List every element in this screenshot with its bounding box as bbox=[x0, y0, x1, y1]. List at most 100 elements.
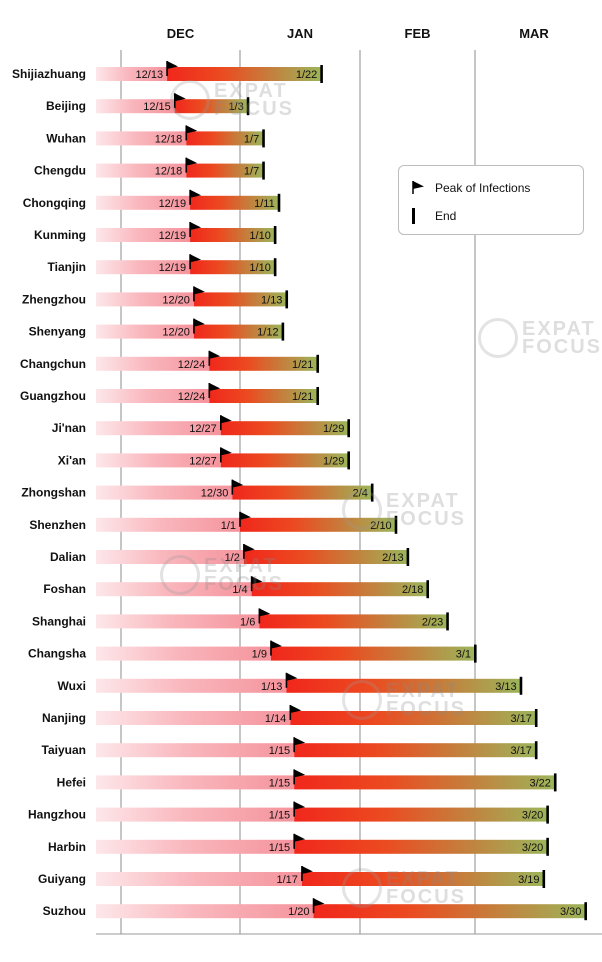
peak-flag-icon bbox=[209, 350, 221, 359]
pre-peak-bar bbox=[96, 228, 191, 242]
pre-peak-bar bbox=[96, 163, 187, 178]
peak-date-label: 1/15 bbox=[269, 777, 290, 789]
end-marker bbox=[534, 741, 538, 760]
peak-flag-icon bbox=[190, 254, 202, 263]
end-date-label: 3/17 bbox=[510, 713, 531, 725]
chart-row: Shijiazhuang 12/13 1/22 bbox=[12, 61, 323, 83]
peak-flag-icon bbox=[209, 383, 221, 391]
pre-peak-bar bbox=[96, 904, 314, 919]
pre-peak-bar bbox=[96, 356, 210, 371]
pre-peak-bar bbox=[96, 743, 295, 758]
chart-row: Changsha 1/9 3/1 bbox=[28, 640, 477, 663]
city-label: Kunming bbox=[34, 228, 86, 242]
month-label: JAN bbox=[287, 26, 313, 41]
end-marker bbox=[584, 902, 587, 921]
legend-end-label: End bbox=[435, 209, 457, 223]
city-label: Nanjing bbox=[42, 711, 86, 725]
city-label: Shijiazhuang bbox=[12, 67, 86, 81]
peak-date-label: 12/13 bbox=[136, 69, 164, 81]
end-marker bbox=[273, 226, 277, 244]
pre-peak-bar bbox=[96, 485, 233, 500]
post-peak-bar bbox=[193, 292, 287, 307]
peak-flag-icon bbox=[243, 544, 255, 552]
watermark-logo-icon bbox=[478, 318, 518, 358]
end-date-label: 3/22 bbox=[530, 777, 551, 789]
end-marker bbox=[246, 97, 250, 116]
peak-flag-icon bbox=[232, 479, 244, 488]
legend: Peak of Infections End bbox=[398, 165, 584, 235]
peak-flag-icon bbox=[186, 157, 198, 166]
chart-row: Harbin 1/15 3/20 bbox=[48, 833, 549, 856]
peak-flag-icon bbox=[290, 705, 302, 713]
chart-row: Shanghai 1/6 2/23 bbox=[32, 608, 449, 631]
end-marker bbox=[426, 580, 430, 599]
end-date-label: 1/10 bbox=[249, 262, 270, 274]
end-date-label: 1/21 bbox=[292, 391, 313, 403]
city-label: Taiyuan bbox=[42, 743, 86, 757]
post-peak-bar bbox=[251, 582, 428, 597]
end-bar-icon bbox=[412, 208, 415, 224]
chart-row: Hefei 1/15 3/22 bbox=[57, 769, 557, 792]
city-label: Xi'an bbox=[58, 453, 86, 467]
peak-date-label: 12/27 bbox=[189, 423, 217, 435]
bars: Shijiazhuang 12/13 1/22 Beijing 12/15 1/3 Wuha… bbox=[12, 61, 587, 921]
pre-peak-bar bbox=[96, 260, 191, 275]
peak-date-label: 12/30 bbox=[201, 488, 229, 500]
chart-row: Chongqing 12/19 1/11 bbox=[23, 189, 281, 212]
peak-date-label: 12/18 bbox=[155, 166, 183, 178]
peak-date-label: 1/15 bbox=[269, 842, 290, 854]
end-marker bbox=[519, 676, 523, 695]
post-peak-bar bbox=[294, 775, 555, 790]
pre-peak-bar bbox=[96, 67, 168, 81]
peak-date-label: 12/15 bbox=[143, 101, 171, 113]
end-date-label: 1/13 bbox=[261, 294, 282, 306]
post-peak-bar bbox=[190, 228, 275, 242]
post-peak-bar bbox=[190, 195, 279, 210]
chart-row: Guiyang 1/17 3/19 bbox=[38, 866, 546, 888]
city-label: Zhengzhou bbox=[22, 292, 86, 306]
end-marker bbox=[273, 258, 277, 277]
end-marker bbox=[262, 161, 265, 180]
peak-flag-icon bbox=[294, 833, 306, 842]
pre-peak-bar bbox=[96, 614, 260, 629]
watermark: EXPAT FOCUS bbox=[342, 868, 466, 908]
peak-flag-icon bbox=[294, 769, 306, 778]
peak-date-label: 12/19 bbox=[159, 198, 187, 210]
chart-row: Chengdu 12/18 1/7 bbox=[34, 157, 265, 180]
end-date-label: 3/17 bbox=[510, 745, 531, 757]
end-marker bbox=[406, 548, 410, 566]
chart-row: Changchun 12/24 1/21 bbox=[20, 350, 320, 373]
chart-row: Taiyuan 1/15 3/17 bbox=[42, 737, 538, 760]
peak-date-label: 12/27 bbox=[189, 455, 217, 467]
city-label: Shenyang bbox=[29, 325, 86, 339]
watermark-logo-icon bbox=[342, 490, 382, 530]
post-peak-bar bbox=[193, 324, 283, 339]
end-date-label: 1/22 bbox=[296, 69, 317, 81]
end-date-label: 3/13 bbox=[495, 681, 516, 693]
month-axis: DEC JAN FEB MAR bbox=[167, 26, 550, 41]
end-date-label: 1/3 bbox=[228, 101, 243, 113]
peak-date-label: 12/19 bbox=[159, 262, 187, 274]
end-date-label: 1/10 bbox=[249, 230, 270, 242]
end-marker bbox=[534, 709, 538, 727]
chart-row: Wuxi 1/13 3/13 bbox=[58, 672, 523, 695]
pre-peak-bar bbox=[96, 807, 295, 822]
peak-date-label: 1/9 bbox=[252, 649, 267, 661]
peak-date-label: 1/15 bbox=[269, 745, 290, 757]
peak-date-label: 1/4 bbox=[232, 584, 247, 596]
post-peak-bar bbox=[167, 67, 322, 81]
peak-flag-icon bbox=[190, 189, 202, 198]
peak-date-label: 12/19 bbox=[159, 230, 187, 242]
end-date-label: 3/30 bbox=[560, 906, 581, 918]
peak-date-label: 1/6 bbox=[240, 616, 255, 628]
pre-peak-bar bbox=[96, 711, 291, 725]
city-label: Tianjin bbox=[48, 260, 86, 274]
peak-date-label: 12/20 bbox=[162, 294, 190, 306]
city-label: Ji'nan bbox=[52, 421, 86, 435]
peak-date-label: 1/1 bbox=[221, 520, 236, 532]
chart-row: Hangzhou 1/15 3/20 bbox=[28, 801, 549, 824]
city-label: Hefei bbox=[57, 775, 86, 789]
city-label: Harbin bbox=[48, 840, 86, 854]
city-label: Beijing bbox=[46, 99, 86, 113]
